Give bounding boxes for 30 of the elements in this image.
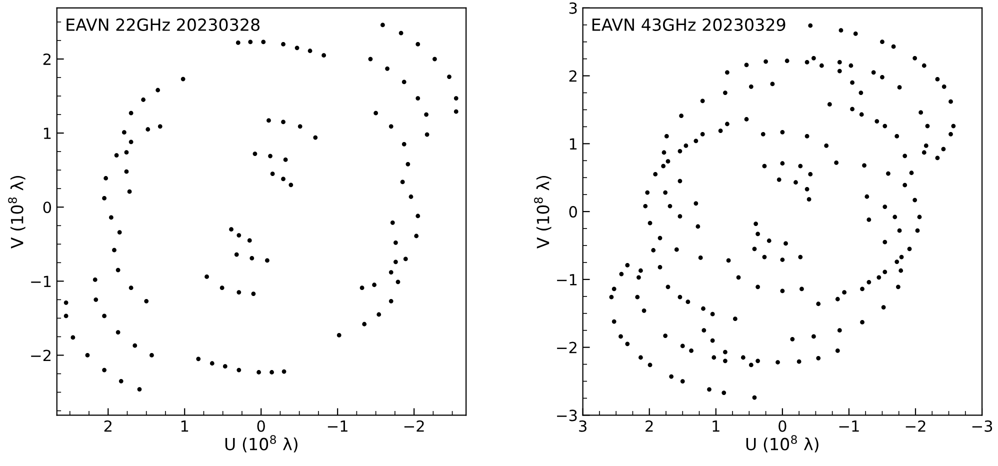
x-tick-label: 0 xyxy=(778,420,786,432)
x-tick-label: −1 xyxy=(839,420,859,432)
y-tick-label: 3 xyxy=(569,2,577,14)
x-tick-label: −2 xyxy=(906,420,926,432)
x-tick-label: 2 xyxy=(104,420,112,432)
text: EAVN 22GHz 20230328 xyxy=(66,18,260,32)
y-tick-label: −1 xyxy=(31,276,51,287)
y-tick-label: 0 xyxy=(43,202,52,214)
x-tick-label: 1 xyxy=(181,420,188,432)
x-tick-label: 3 xyxy=(579,420,586,432)
text: EAVN 43GHz 20230329 xyxy=(592,18,786,32)
x-tick-label: −1 xyxy=(328,420,348,432)
y-axis-title: V (10$^{8}$ λ) xyxy=(534,176,552,249)
x-tick-label: −3 xyxy=(972,420,992,432)
y-tick-label: −2 xyxy=(557,342,576,354)
y-tick-label: −1 xyxy=(557,274,577,286)
x-tick-label: 0 xyxy=(257,420,265,432)
y-tick-label: −3 xyxy=(557,410,577,422)
y-tick-label: 2 xyxy=(569,70,576,82)
x-tick-label: −2 xyxy=(404,420,424,432)
y-axis-title: V (10$^{8}$ λ) xyxy=(8,176,26,249)
y-tick-label: 1 xyxy=(44,128,51,139)
x-tick-label: 2 xyxy=(646,420,653,432)
y-tick-label: 2 xyxy=(43,53,50,65)
x-axis-title: U (10$^{8}$ λ) xyxy=(225,435,298,452)
x-tick-label: 1 xyxy=(712,420,720,432)
y-tick-label: 0 xyxy=(569,206,577,218)
y-tick-label: −2 xyxy=(31,350,50,362)
y-tick-label: 1 xyxy=(570,138,577,150)
x-axis-title: U (10$^{8}$ λ) xyxy=(746,435,818,452)
